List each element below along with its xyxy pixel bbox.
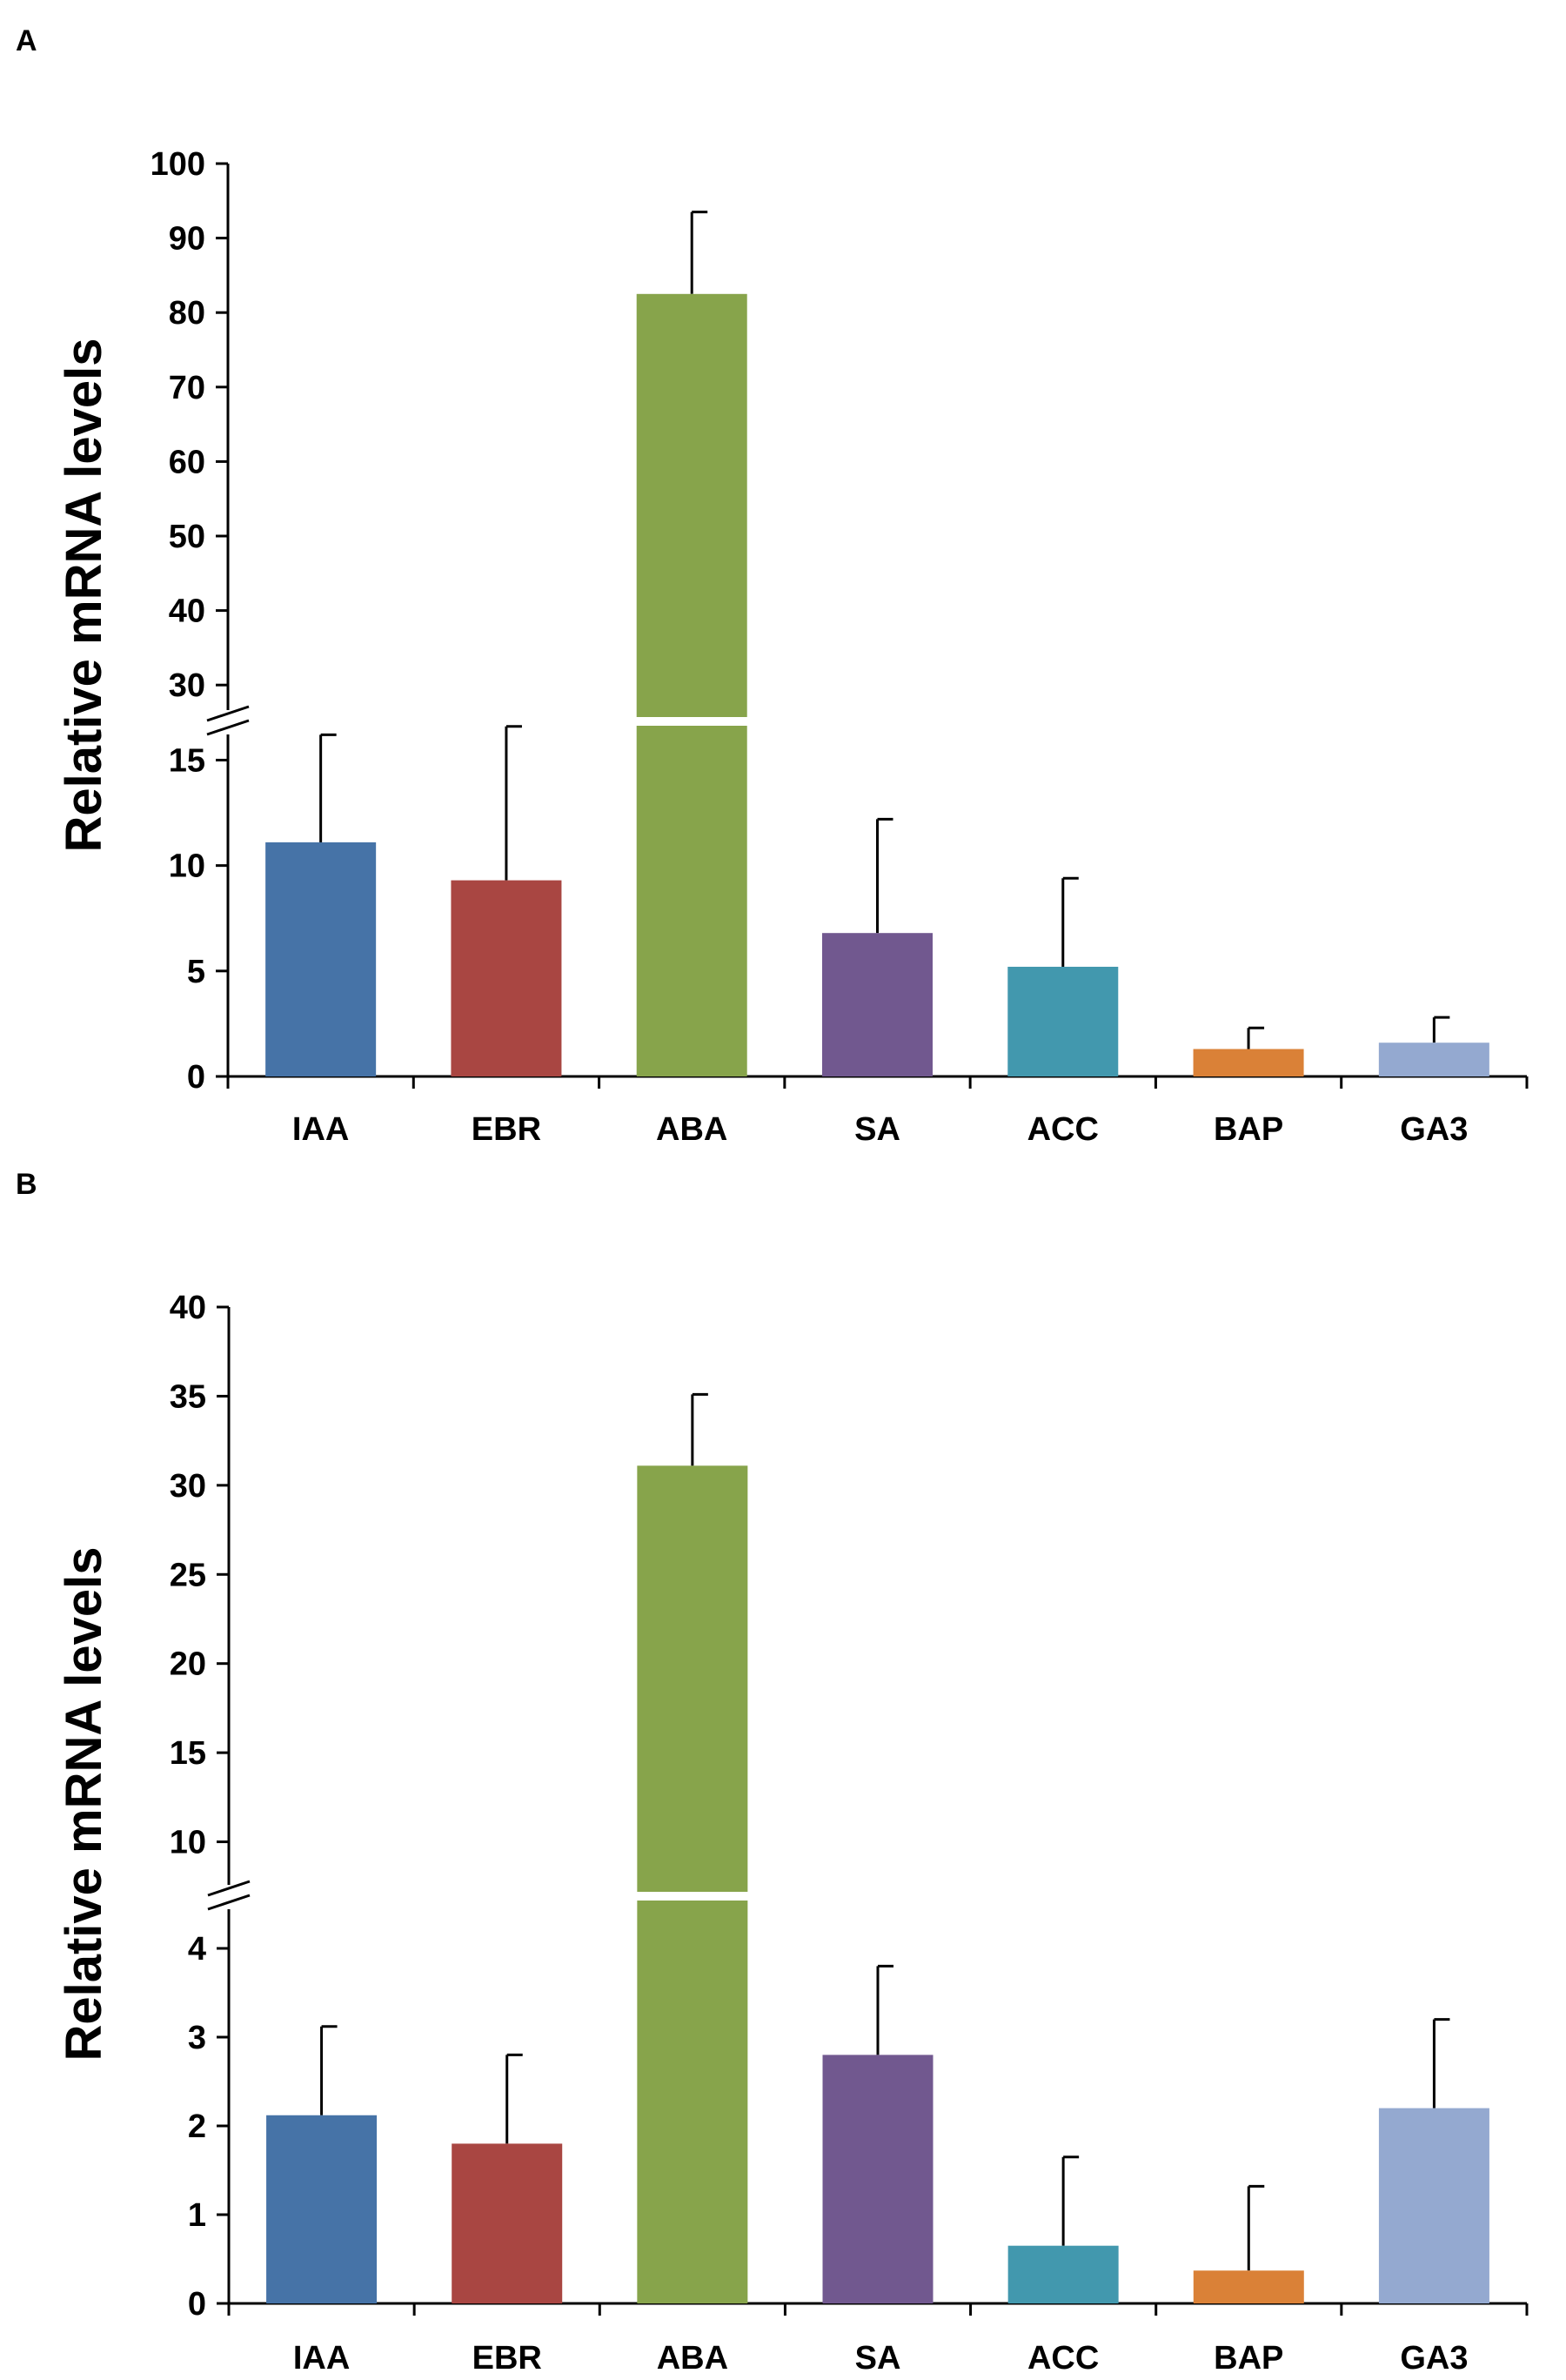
y-tick-label-b: 2 xyxy=(188,2108,206,2145)
bar-ebr-a xyxy=(451,880,562,1076)
x-category-label-iaa-a: IAA xyxy=(292,1111,349,1148)
x-category-label-acc-b: ACC xyxy=(1027,2340,1099,2377)
y-tick-label-b: 15 xyxy=(170,1735,206,1772)
x-category-label-iaa-b: IAA xyxy=(293,2340,350,2377)
x-category-label-sa-a: SA xyxy=(854,1111,900,1148)
y-tick-label-a: 5 xyxy=(187,954,205,990)
x-category-label-sa-b: SA xyxy=(855,2340,901,2377)
bar-bap-a xyxy=(1193,1049,1304,1076)
bar-break-gap-aba-b xyxy=(635,1892,750,1901)
x-category-label-ga3-b: GA3 xyxy=(1400,2340,1468,2377)
x-category-label-aba-b: ABA xyxy=(657,2340,728,2377)
axis-break-mark-1-a xyxy=(206,705,250,722)
panel-letter-a: A xyxy=(16,24,37,57)
y-tick-label-a: 100 xyxy=(151,146,205,183)
bar-acc-b xyxy=(1007,2245,1119,2303)
y-tick-label-a: 60 xyxy=(169,444,205,480)
x-category-label-aba-a: ABA xyxy=(656,1111,727,1148)
panel-letter-b: B xyxy=(16,1168,37,1201)
chart-a: Relative mRNA levels 0 5 10 15 30 40 50 60 70 80 9… xyxy=(56,146,1529,1148)
y-tick-label-b: 35 xyxy=(170,1378,206,1415)
x-category-label-bap-b: BAP xyxy=(1214,2340,1283,2377)
x-category-label-ebr-b: EBR xyxy=(472,2340,542,2377)
y-tick-label-a: 50 xyxy=(169,519,205,555)
y-tick-label-a: 70 xyxy=(169,370,205,406)
x-category-label-ebr-a: EBR xyxy=(472,1111,541,1148)
chart-b: Relative mRNA levels 0 1 2 3 4 10 15 20 25 30 35 40… xyxy=(56,1290,1529,2377)
y-tick-label-a: 80 xyxy=(169,295,205,332)
bar-aba-b xyxy=(637,1465,748,2303)
axis-break-mark-2-a xyxy=(206,719,250,736)
bar-ga3-b xyxy=(1378,2108,1489,2303)
bar-iaa-b xyxy=(266,2115,378,2303)
y-tick-label-b: 30 xyxy=(170,1468,206,1505)
bar-iaa-a xyxy=(265,841,377,1076)
bar-sa-a xyxy=(822,933,933,1076)
axis-break-mark-1-b xyxy=(207,1880,251,1897)
y-tick-label-b: 3 xyxy=(188,2020,206,2056)
y-tick-label-a: 90 xyxy=(169,221,205,258)
bar-aba-a xyxy=(636,293,747,1076)
bar-bap-b xyxy=(1193,2270,1304,2303)
axis-break-mark-2-b xyxy=(207,1894,251,1911)
y-axis-label-a: Relative mRNA levels xyxy=(56,338,112,852)
y-tick-label-b: 10 xyxy=(170,1825,206,1861)
x-category-label-acc-a: ACC xyxy=(1027,1111,1099,1148)
y-tick-label-a: 15 xyxy=(169,742,205,779)
y-tick-label-a: 0 xyxy=(187,1059,205,1096)
y-tick-label-b: 40 xyxy=(170,1290,206,1326)
y-tick-label-b: 1 xyxy=(188,2197,206,2234)
y-tick-label-a: 40 xyxy=(169,593,205,630)
y-tick-label-a: 30 xyxy=(169,667,205,704)
bar-acc-a xyxy=(1007,966,1119,1076)
bar-sa-b xyxy=(822,2055,934,2303)
y-tick-label-b: 20 xyxy=(170,1646,206,1683)
y-axis-label-b: Relative mRNA levels xyxy=(56,1546,112,2061)
y-tick-label-b: 4 xyxy=(188,1931,206,1968)
x-category-label-bap-a: BAP xyxy=(1214,1111,1283,1148)
y-tick-label-a: 10 xyxy=(169,848,205,885)
bar-ga3-a xyxy=(1378,1043,1489,1076)
y-tick-label-b: 0 xyxy=(188,2286,206,2323)
x-category-label-ga3-a: GA3 xyxy=(1400,1111,1468,1148)
bar-break-gap-aba-a xyxy=(634,717,749,726)
bar-ebr-b xyxy=(452,2143,563,2303)
y-tick-label-b: 25 xyxy=(170,1557,206,1593)
